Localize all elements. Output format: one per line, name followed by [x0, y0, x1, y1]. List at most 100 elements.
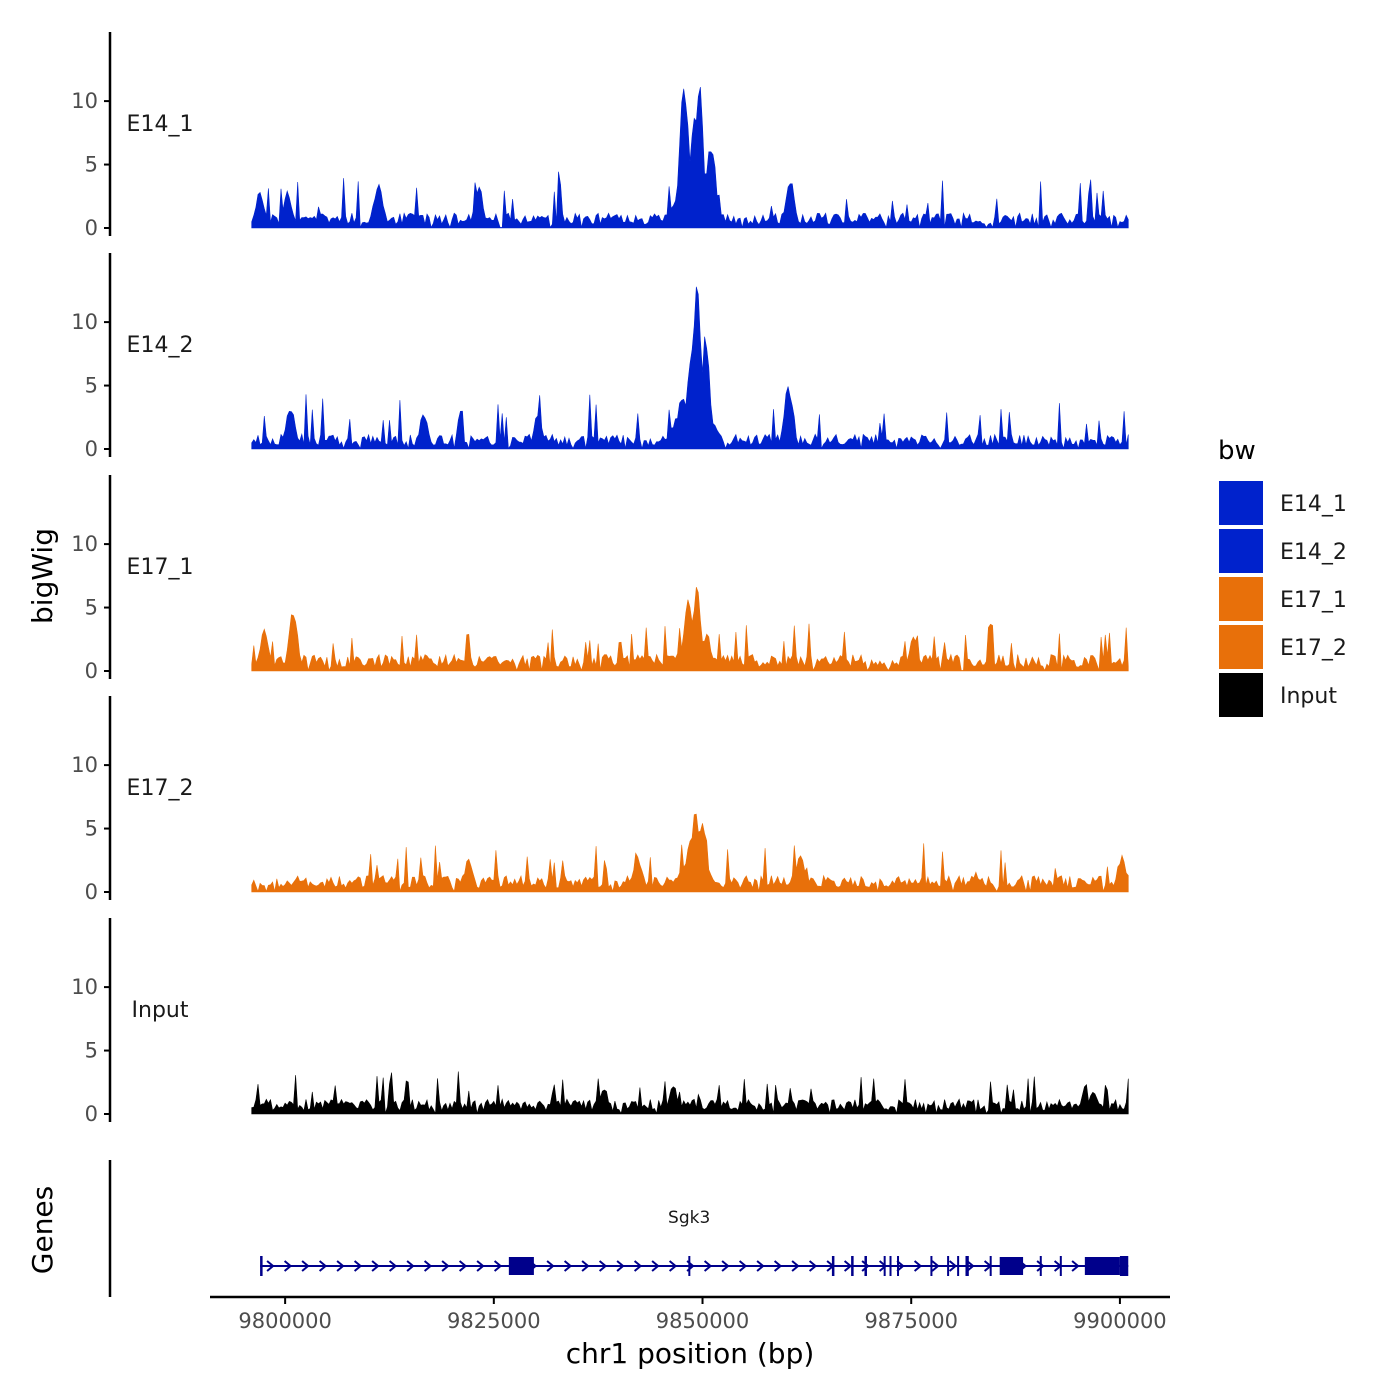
x-tick-label: 9825000: [447, 1309, 541, 1333]
legend-swatch-Input: [1219, 673, 1263, 717]
x-tick-label: 9800000: [238, 1309, 332, 1333]
y-tick-label: 0: [85, 437, 98, 461]
strand-arrow: [703, 1260, 713, 1272]
y-axis-title: bigWig: [26, 528, 59, 624]
exon: [1039, 1256, 1042, 1276]
signal-area-Input: [251, 1071, 1129, 1115]
strand-arrow: [948, 1260, 958, 1272]
strand-arrow: [843, 1260, 853, 1272]
legend-swatch-E14_1: [1219, 481, 1263, 525]
legend-swatch-E14_2: [1219, 529, 1263, 573]
signal-area-E14_1: [251, 87, 1129, 229]
strand-arrow: [756, 1260, 765, 1272]
strand-arrow: [966, 1260, 975, 1272]
exon: [851, 1256, 854, 1276]
exon: [989, 1256, 992, 1276]
legend-label-E17_1: E17_1: [1280, 588, 1347, 613]
strand-arrow: [476, 1260, 485, 1272]
strand-arrow: [546, 1260, 555, 1272]
y-tick-label: 0: [85, 880, 98, 904]
strand-arrow: [1071, 1260, 1080, 1272]
track-label-E17_1: E17_1: [127, 555, 194, 580]
strand-arrow: [318, 1260, 328, 1272]
strand-arrow: [301, 1260, 310, 1272]
exon: [688, 1256, 691, 1276]
exon: [965, 1256, 969, 1276]
exon: [883, 1256, 886, 1276]
strand-arrow: [896, 1260, 905, 1272]
strand-arrow: [931, 1260, 940, 1272]
strand-arrow: [651, 1260, 660, 1272]
legend-swatch-E17_1: [1219, 577, 1263, 621]
y-tick-label: 0: [85, 659, 98, 683]
x-tick-label: 9875000: [864, 1309, 958, 1333]
exon: [831, 1256, 835, 1276]
strand-arrow: [913, 1260, 923, 1272]
strand-arrow: [581, 1260, 590, 1272]
legend-swatch-E17_2: [1219, 625, 1263, 669]
signal-area-E17_2: [251, 813, 1129, 893]
track-label-E17_2: E17_2: [127, 776, 194, 801]
y-tick-label: 5: [85, 596, 98, 620]
strand-arrow: [336, 1260, 345, 1272]
legend-label-E17_2: E17_2: [1280, 636, 1347, 661]
strand-arrow: [458, 1260, 468, 1272]
exon: [999, 1257, 1024, 1275]
track-Input: 0 5 10 Input: [71, 918, 1129, 1126]
strand-arrow: [633, 1260, 643, 1272]
genes-track-title: Genes: [26, 1186, 59, 1274]
strand-arrow: [406, 1260, 415, 1272]
strand-arrow: [808, 1260, 818, 1272]
track-E14_2: 0 5 10 E14_2: [71, 253, 1129, 461]
exon: [957, 1256, 960, 1276]
strand-arrow: [266, 1260, 275, 1272]
track-label-E14_2: E14_2: [127, 333, 194, 358]
strand-arrow: [423, 1260, 433, 1272]
x-tick-label: 9850000: [656, 1309, 750, 1333]
exon: [1059, 1256, 1062, 1276]
strand-arrow: [791, 1260, 800, 1272]
strand-arrow: [861, 1260, 870, 1272]
strand-arrow: [721, 1260, 730, 1272]
strand-arrow: [388, 1260, 398, 1272]
x-tick-label: 9900000: [1073, 1309, 1167, 1333]
track-E14_1: 0 5 10 E14_1: [71, 32, 1129, 240]
track-label-E14_1: E14_1: [127, 112, 194, 137]
strand-arrow: [1036, 1260, 1045, 1272]
strand-arrow: [668, 1260, 678, 1272]
signal-tracks: 0 5 10 E14_1 0 5 10 E14_2 0 5 10 E17_1 0 5 10 E17_2 0 5 10…: [71, 32, 1129, 1126]
legend: bw E14_1 E14_2 E17_1 E17_2 Input: [1218, 436, 1347, 717]
strand-arrow: [563, 1260, 573, 1272]
y-tick-label: 0: [85, 1102, 98, 1126]
exon: [1119, 1256, 1129, 1276]
y-tick-label: 5: [85, 374, 98, 398]
gene-track-panel: Genes Sgk3: [26, 1160, 1129, 1297]
y-tick-label: 5: [85, 1039, 98, 1063]
gene-label: Sgk3: [668, 1208, 710, 1228]
strand-arrow: [441, 1260, 450, 1272]
legend-label-E14_1: E14_1: [1280, 492, 1347, 517]
y-tick-label: 10: [71, 310, 98, 334]
y-tick-label: 10: [71, 975, 98, 999]
signal-area-E14_2: [251, 286, 1129, 450]
exon: [897, 1256, 900, 1276]
legend-title: bw: [1218, 436, 1256, 466]
exon: [508, 1257, 534, 1275]
strand-arrow: [738, 1260, 748, 1272]
strand-arrow: [353, 1260, 363, 1272]
exon: [889, 1256, 892, 1276]
strand-arrow: [616, 1260, 625, 1272]
x-axis-title: chr1 position (bp): [566, 1337, 815, 1370]
strand-arrow: [598, 1260, 608, 1272]
y-tick-label: 10: [71, 753, 98, 777]
exon: [947, 1256, 950, 1276]
strand-arrow: [283, 1260, 293, 1272]
y-tick-label: 10: [71, 532, 98, 556]
exon: [930, 1256, 933, 1276]
y-tick-label: 5: [85, 817, 98, 841]
y-tick-label: 5: [85, 153, 98, 177]
x-axis: chr1 position (bp) 9800000 9825000 9850000…: [210, 1295, 1170, 1370]
y-tick-label: 10: [71, 89, 98, 113]
signal-area-E17_1: [251, 586, 1129, 672]
